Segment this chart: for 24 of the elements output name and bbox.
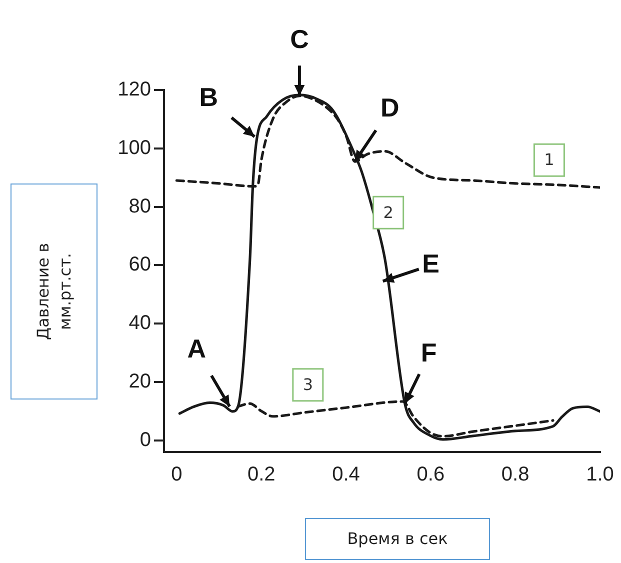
annotation: C bbox=[290, 24, 310, 54]
y-tick-label: 20 bbox=[128, 370, 151, 392]
annotation: E bbox=[422, 248, 440, 278]
x-tick-label: 1.0 bbox=[586, 464, 614, 486]
series-label: 2 bbox=[383, 202, 394, 222]
x-tick-label: 0.2 bbox=[247, 464, 276, 486]
y-tick-label: 40 bbox=[128, 312, 151, 334]
y-axis-title: Давление в мм.рт.ст. bbox=[10, 183, 97, 399]
y-tick-label: 120 bbox=[118, 78, 151, 101]
series-label: 3 bbox=[302, 375, 314, 394]
series-label: 1 bbox=[544, 150, 554, 170]
x-tick-label: 0.6 bbox=[416, 464, 445, 486]
y-tick-label: 80 bbox=[128, 195, 151, 218]
y-tick-label: 0 bbox=[140, 428, 151, 451]
annotation: F bbox=[420, 338, 437, 368]
x-tick-label: 0.4 bbox=[332, 464, 360, 486]
annotation: D bbox=[380, 92, 400, 123]
x-axis-title: Время в сек bbox=[305, 518, 490, 560]
x-tick-label: 0.8 bbox=[501, 464, 530, 486]
annotation: B bbox=[199, 82, 218, 112]
annotation: A bbox=[187, 334, 206, 364]
y-tick-label: 60 bbox=[128, 254, 151, 276]
y-tick-label: 100 bbox=[118, 136, 151, 159]
x-tick-label: 0 bbox=[171, 464, 182, 486]
